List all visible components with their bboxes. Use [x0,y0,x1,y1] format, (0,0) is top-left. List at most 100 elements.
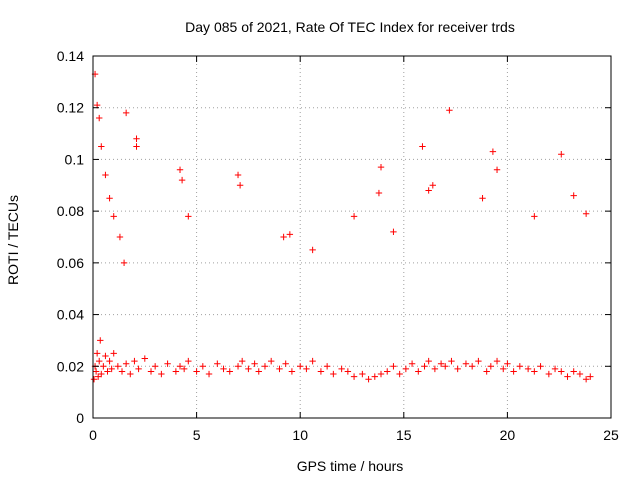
data-point [288,368,296,375]
x-tick-label: 20 [500,427,516,443]
data-point [176,166,184,173]
data-point [344,368,352,375]
y-tick-label: 0 [76,410,84,426]
data-point [475,357,482,365]
data-point [317,368,325,375]
data-point [570,192,577,199]
data-point [133,143,140,150]
data-point [377,163,385,171]
y-tick-label: 0.04 [57,307,84,323]
data-point [582,210,590,217]
data-point [176,363,184,370]
data-point [303,365,310,373]
x-tick-label: 10 [292,427,308,443]
data-point [96,357,103,365]
data-point [236,182,244,189]
data-point [570,368,577,375]
data-point [437,360,445,367]
data-point [172,368,180,375]
plot-frame [92,55,612,419]
data-point [483,368,490,375]
data-point [238,357,246,365]
data-point [431,365,439,373]
data-point [425,187,432,194]
y-tick-label: 0.02 [57,358,84,374]
data-point [131,357,138,365]
data-point [516,363,524,370]
data-point [234,171,242,179]
data-point [504,360,511,367]
data-point [531,213,538,220]
data-point [297,363,304,370]
data-point [234,363,242,370]
data-point [251,360,258,367]
data-point [286,231,294,238]
data-point [396,370,403,378]
data-point [493,166,501,173]
data-point [377,370,385,378]
data-point [419,143,426,150]
data-point [98,143,105,150]
data-point [489,148,497,155]
data-point [510,368,517,375]
data-point [267,357,275,365]
data-point [446,107,453,114]
data-point [90,376,98,383]
data-point [214,360,221,367]
data-point [158,370,165,378]
data-points [90,70,594,383]
gridlines [93,56,611,418]
data-point [338,365,345,373]
data-point [110,213,117,220]
data-point [564,373,571,380]
data-point [309,357,316,365]
y-tick-label: 0.14 [57,48,84,64]
data-point [330,370,337,378]
data-point [350,213,358,220]
data-point [524,365,532,373]
data-point [365,376,372,383]
data-point [118,368,126,375]
data-point [454,365,461,373]
y-axis-ticks: 0 0.02 0.04 0.06 0.08 0.1 0.12 0.14 [57,48,611,426]
data-point [479,195,486,202]
data-point [415,368,422,375]
data-point [205,370,213,378]
data-point [199,363,207,370]
data-point [147,368,155,375]
data-point [359,370,366,378]
x-tick-label: 0 [89,427,97,443]
data-point [98,370,105,378]
data-point [102,171,109,179]
data-point [587,373,594,380]
data-point [371,373,378,380]
data-point [487,363,495,370]
data-point [261,363,269,370]
x-axis-ticks: 0 5 10 15 20 25 [89,56,619,443]
y-axis-label: ROTI / TECUs [5,195,21,285]
data-point [135,365,142,373]
data-point [151,363,159,370]
data-point [255,368,262,375]
data-point [104,368,111,375]
data-point [390,363,397,370]
data-point [280,233,287,241]
data-point [164,360,171,367]
data-point [350,373,358,380]
data-point [500,365,507,373]
data-point [558,368,565,375]
y-tick-label: 0.08 [57,203,84,219]
data-point [110,350,117,357]
data-point [127,370,134,378]
data-point [93,350,101,357]
data-point [384,368,391,375]
x-tick-label: 15 [396,427,412,443]
x-axis-label: GPS time / hours [297,458,404,474]
data-point [185,213,192,220]
data-point [375,189,383,197]
data-point [106,195,113,202]
data-point [408,360,416,367]
data-point [545,370,553,378]
data-point [178,176,186,184]
